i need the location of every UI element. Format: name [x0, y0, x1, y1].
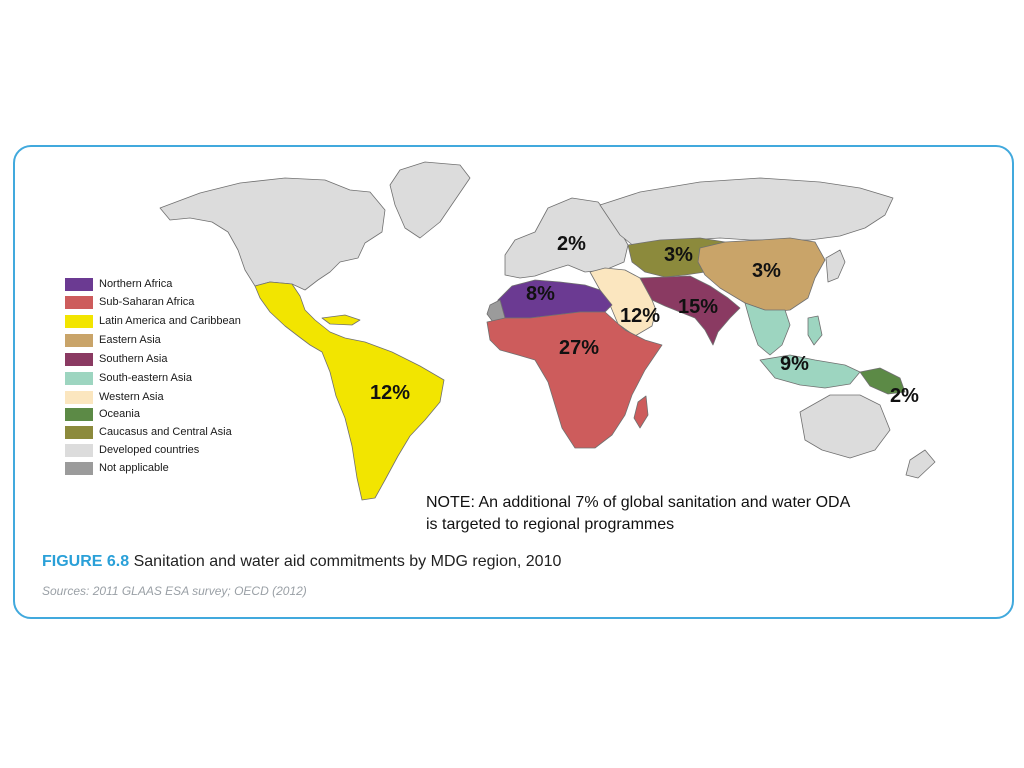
oceania-region	[859, 367, 906, 395]
figure-title: Sanitation and water aid commitments by …	[133, 553, 562, 570]
northern-africa-label: 8%	[526, 283, 555, 305]
legend-label: Southern Asia	[99, 353, 168, 365]
greenland-region	[389, 161, 471, 239]
legend-label: Northern Africa	[99, 278, 173, 290]
legend-label: Developed countries	[99, 444, 200, 456]
legend-swatch	[65, 462, 93, 475]
southern-asia-label: 15%	[678, 296, 718, 318]
eastern-asia-label: 3%	[752, 260, 781, 282]
legend-label: Caucasus and Central Asia	[99, 426, 232, 438]
southeast-asia-islands	[759, 354, 861, 389]
legend-label: Latin America and Caribbean	[99, 315, 241, 327]
sub-saharan-africa-label: 27%	[559, 337, 599, 359]
legend-swatch	[65, 315, 93, 328]
figure-caption: FIGURE 6.8 Sanitation and water aid comm…	[42, 553, 561, 571]
legend-label: Sub-Saharan Africa	[99, 296, 195, 308]
legend-swatch	[65, 391, 93, 404]
legend-swatch	[65, 444, 93, 457]
latin-america-label: 12%	[370, 382, 410, 404]
southern-asia-region	[639, 275, 741, 346]
north-america-region	[159, 177, 386, 291]
legend-swatch	[65, 408, 93, 421]
southeast-asia-region	[744, 302, 791, 356]
new-zealand-region	[905, 449, 936, 479]
oceania-label: 2%	[890, 385, 919, 407]
madagascar-island	[633, 395, 649, 429]
australia-region	[799, 394, 891, 459]
eastern-asia-region	[697, 237, 826, 313]
caribbean-islands	[321, 314, 361, 326]
russia-region	[599, 177, 894, 248]
latin-america-region	[254, 281, 445, 501]
legend-swatch	[65, 372, 93, 385]
legend-swatch	[65, 353, 93, 366]
japan-region	[825, 249, 846, 283]
legend-label: Oceania	[99, 408, 140, 420]
legend-label: Not applicable	[99, 462, 169, 474]
central-asia-label: 3%	[664, 244, 693, 266]
legend-label: Western Asia	[99, 391, 164, 403]
legend-swatch	[65, 278, 93, 291]
note-line-2: is targeted to regional programmes	[426, 516, 675, 533]
legend-label: Eastern Asia	[99, 334, 161, 346]
legend-swatch	[65, 334, 93, 347]
south-eastern-asia-label: 9%	[780, 353, 809, 375]
legend-label: South-eastern Asia	[99, 372, 192, 384]
developed-label: 2%	[557, 233, 586, 255]
legend-swatch	[65, 296, 93, 309]
figure-label: FIGURE 6.8	[42, 553, 130, 570]
sub-saharan-africa-region	[486, 311, 663, 449]
philippines-islands	[807, 315, 823, 346]
legend-swatch	[65, 426, 93, 439]
note-line-1: NOTE: An additional 7% of global sanitat…	[426, 494, 851, 511]
figure-sources: Sources: 2011 GLAAS ESA survey; OECD (20…	[42, 584, 307, 598]
western-asia-label: 12%	[620, 305, 660, 327]
map-note: NOTE: An additional 7% of global sanitat…	[426, 492, 926, 536]
